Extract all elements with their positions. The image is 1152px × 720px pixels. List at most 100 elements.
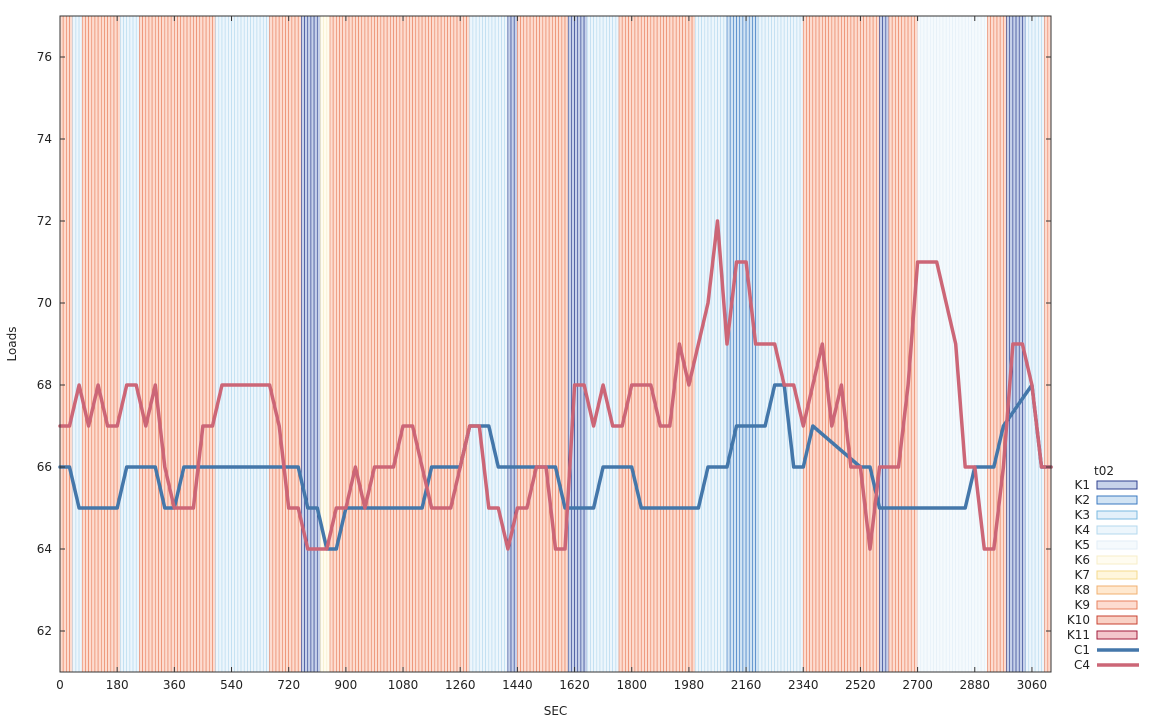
band-cell [510, 15, 515, 673]
band-cell [640, 15, 645, 673]
band-cell [596, 15, 601, 673]
band-k9 [269, 15, 302, 673]
band-k1 [567, 15, 588, 673]
band-cell [472, 15, 477, 673]
band-cell [974, 15, 979, 673]
band-cell [393, 15, 397, 673]
band-cell [958, 15, 963, 673]
band-cell [990, 15, 995, 673]
band-cell [688, 15, 693, 673]
band-cell [977, 15, 982, 673]
band-cell [558, 15, 563, 673]
band-k9 [987, 15, 1007, 673]
band-cell [606, 15, 610, 673]
band-cell [586, 15, 591, 673]
axes: 0 180 360 540 720 900 1080 1260 1440 1620 1800 1980… [37, 16, 1051, 692]
band-cell [307, 15, 312, 673]
band-k1 [301, 15, 321, 673]
band-cell [113, 15, 118, 673]
band-cell [942, 15, 947, 673]
band-cell [167, 15, 172, 673]
band-cell [993, 15, 998, 673]
band-cell [380, 15, 385, 673]
band-cell [177, 15, 181, 673]
band-cell [961, 15, 966, 673]
band-cell [987, 15, 991, 673]
band-cell [415, 15, 420, 673]
band-cell [396, 15, 401, 673]
x-tick-label: 720 [277, 678, 300, 692]
legend-label: K1 [1074, 478, 1090, 492]
band-cell [100, 15, 105, 673]
band-cell [879, 15, 883, 673]
band-cell [529, 15, 534, 673]
band-cell [933, 15, 937, 673]
band-cell [866, 15, 871, 673]
band-cell [367, 15, 372, 673]
band-cell [316, 15, 321, 673]
legend-item-k11: K11 [1067, 628, 1138, 642]
band-cell [542, 15, 547, 673]
legend-swatch [1096, 540, 1138, 550]
legend-swatch [1096, 570, 1138, 580]
band-cell [599, 15, 604, 673]
plot-frame [59, 15, 1052, 673]
legend-label: K9 [1074, 598, 1090, 612]
y-tick-label: 74 [37, 132, 52, 146]
x-tick-label: 900 [334, 678, 357, 692]
band-cell [504, 15, 509, 673]
band-cell [532, 15, 537, 673]
band-cell [456, 15, 461, 673]
band-cell [332, 15, 337, 673]
band-cell [186, 15, 191, 673]
band-cell [799, 15, 804, 673]
legend-label: K7 [1074, 568, 1090, 582]
band-cell [262, 15, 267, 673]
band-cell [402, 15, 407, 673]
band-cell [174, 15, 178, 673]
band-cell [205, 15, 210, 673]
series-line-c4 [58, 219, 1053, 551]
band-cell [390, 15, 394, 673]
band-cell [609, 15, 613, 673]
band-cell [418, 15, 423, 673]
band-cell [777, 15, 782, 673]
legend-item-k3: K3 [1074, 508, 1138, 522]
legend-label: C4 [1074, 658, 1090, 672]
band-cell [450, 15, 455, 673]
band-cell [234, 15, 239, 673]
band-cell [847, 15, 852, 673]
band-cell [580, 15, 585, 673]
band-cell [399, 15, 404, 673]
band-cell [110, 15, 115, 673]
band-cell [863, 15, 868, 673]
band-cell [968, 15, 972, 673]
band-cell [310, 15, 315, 673]
band-cell [256, 15, 261, 673]
band-cell [196, 15, 201, 673]
band-cell [729, 15, 734, 673]
band-cell [272, 15, 277, 673]
band-cell [459, 15, 464, 673]
series-line-c1 [58, 383, 1053, 551]
band-cell [834, 15, 839, 673]
legend-swatch [1096, 615, 1138, 625]
band-cell [1028, 15, 1033, 673]
band-cell [139, 15, 143, 673]
band-k9 [517, 15, 569, 673]
band-cell [135, 15, 140, 673]
band-cell [488, 15, 493, 673]
y-tick-label: 62 [37, 624, 52, 638]
band-cell [669, 15, 674, 673]
band-cell [297, 15, 302, 673]
x-tick-label: 2160 [731, 678, 762, 692]
band-cell [571, 15, 575, 673]
y-tick-label: 64 [37, 542, 52, 556]
band-cell [841, 15, 845, 673]
y-tick-label: 68 [37, 378, 52, 392]
band-cell [809, 15, 814, 673]
band-cell [618, 15, 623, 673]
band-cell [447, 15, 451, 673]
legend-swatch [1096, 495, 1138, 505]
band-cell [939, 15, 944, 673]
